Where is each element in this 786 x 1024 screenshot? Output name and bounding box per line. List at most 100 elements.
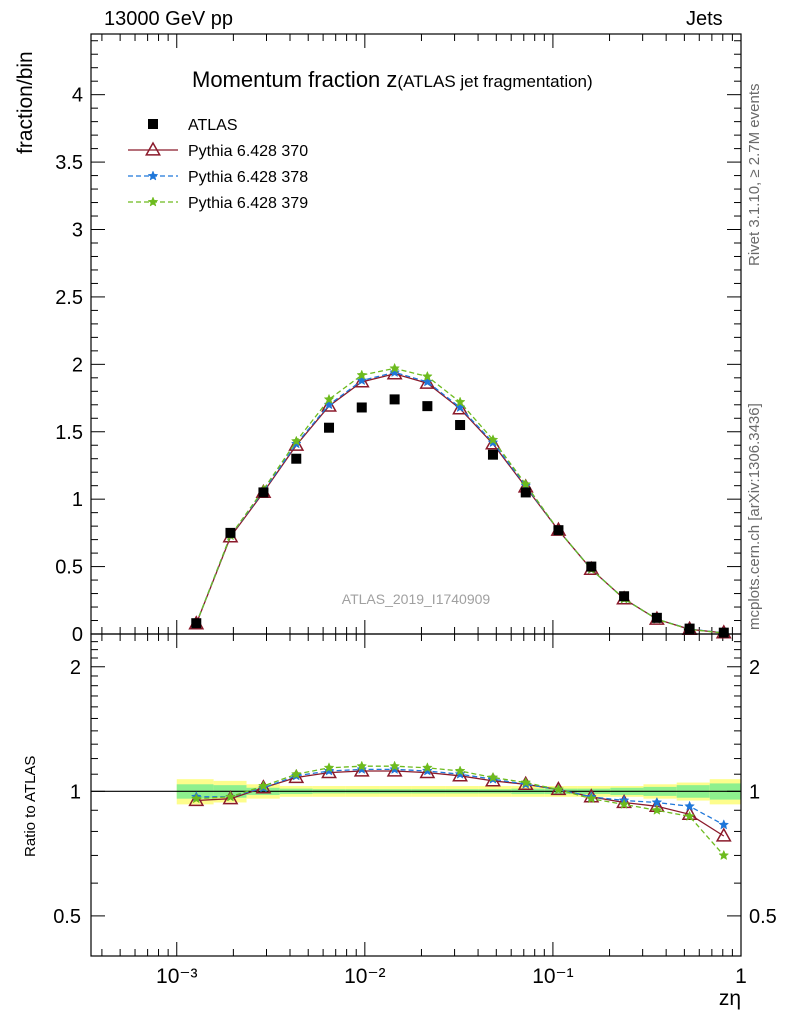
ratio-mc-point (681, 805, 698, 820)
legend-label: Pythia 6.428 370 (188, 143, 308, 160)
main-data-point (651, 612, 662, 623)
chart-title-sub: (ATLAS jet fragmentation) (397, 72, 592, 91)
main-y-tick-label: 4 (72, 85, 83, 107)
ratio-y-tick-label-left: 2 (70, 657, 81, 679)
ratio-mc-point (222, 790, 239, 805)
ratio-mc-point (718, 849, 730, 861)
main-y-tick-label: 2 (72, 354, 83, 376)
main-y-tick-label: 0 (72, 624, 83, 646)
ratio-mc-point (452, 767, 468, 782)
x-tick-label: 1 (735, 965, 747, 988)
ratio-mc-point (715, 827, 732, 842)
main-data-point (455, 420, 466, 431)
plot-frames (90, 33, 742, 957)
header-left-label: 13000 GeV pp (104, 8, 233, 30)
main-y-tick-label: 3 (72, 220, 83, 242)
ratio-mc-point (419, 764, 436, 779)
legend-marker (147, 196, 159, 207)
main-y-tick-label: 0.5 (55, 557, 83, 579)
ratio-mc-point (386, 762, 403, 777)
legend-marker (145, 141, 161, 156)
legend-label: Pythia 6.428 379 (188, 195, 308, 212)
x-axis-title: zη (719, 987, 741, 1010)
main-mc-point (321, 397, 337, 412)
main-data-point (258, 487, 269, 498)
legend-label: ATLAS (188, 117, 238, 134)
legend-marker (147, 170, 159, 181)
main-mc-point (356, 374, 368, 386)
main-y-tick-label: 3.5 (55, 152, 83, 174)
ratio-mc-point (454, 765, 466, 776)
main-y-tick-label: 1.5 (55, 422, 83, 444)
main-data-point (356, 402, 367, 413)
ratio-mc-point (389, 760, 401, 771)
legend-marker (148, 119, 158, 129)
main-y-tick-label: 1 (72, 489, 83, 511)
main-mc-point (452, 400, 468, 415)
main-mc-point (389, 362, 401, 373)
main-data-point (191, 618, 202, 629)
ratio-plot-frame (90, 633, 742, 957)
ratio-mc-point (651, 804, 663, 815)
chart-title-main: Momentum fraction z (192, 67, 397, 92)
ratio-mc-point (421, 765, 433, 776)
main-y-tick-label: 2.5 (55, 287, 83, 309)
ratio-mc-point (454, 768, 466, 779)
ratio-mc-point (190, 793, 202, 804)
main-mc-point (421, 370, 433, 382)
ratio-mc-point (321, 764, 337, 779)
ratio-mc-point (323, 765, 335, 776)
main-data-point (520, 487, 531, 498)
x-tick-label: 10⁻³ (156, 965, 197, 988)
ratio-mc-point (585, 793, 597, 804)
ratio-y-tick-label-right: 1 (749, 781, 760, 803)
main-data-point (389, 394, 400, 405)
ratio-mc-point (356, 760, 368, 771)
ratio-y-tick-label-left: 0.5 (53, 906, 81, 928)
main-mc-point (419, 374, 436, 389)
x-tick-label: 10⁻² (344, 965, 385, 988)
ratio-mc-point (258, 780, 269, 791)
main-data-point (718, 627, 729, 638)
main-data-point (586, 561, 597, 572)
main-mc-point (356, 369, 368, 380)
ratio-y-tick-label-right: 0.5 (749, 906, 777, 928)
main-data-point (225, 527, 236, 538)
ratio-mc-point (487, 771, 499, 783)
main-mc-point (288, 436, 305, 451)
ratio-mc-point (421, 762, 433, 773)
ratio-mc-point (225, 791, 236, 802)
main-data-point (422, 401, 433, 412)
main-data-point (324, 422, 335, 433)
title-layer: Momentum fraction z(ATLAS jet fragmentat… (192, 67, 593, 607)
ratio-mc-point (718, 819, 730, 830)
main-data-point (619, 591, 630, 602)
legend-label: Pythia 6.428 378 (188, 169, 308, 186)
main-mc-point (389, 366, 401, 378)
main-data-point (553, 525, 564, 536)
main-mc-point (323, 393, 335, 404)
ratio-mc-point (356, 763, 368, 774)
ratio-mc-point (389, 763, 401, 774)
main-mc-point (520, 478, 532, 489)
ratio-mc-point (684, 800, 696, 811)
legend: ATLAS Pythia 6.428 370 Pythia 6.428 378 Pyt… (128, 117, 308, 212)
ratio-mc-point (616, 793, 632, 809)
main-data-point (684, 623, 695, 634)
analysis-watermark: ATLAS_2019_I1740909 (342, 591, 491, 607)
ratio-mc-point (520, 776, 532, 788)
ratio-series-layer (188, 760, 732, 861)
main-data-point (291, 453, 302, 464)
chart-title: Momentum fraction z(ATLAS jet fragmentat… (192, 67, 593, 92)
ratio-mc-point (553, 783, 564, 795)
main-mc-point (353, 373, 370, 388)
x-tick-label: 10⁻¹ (532, 965, 573, 988)
main-data-point (487, 449, 498, 460)
ratio-mc-point (323, 762, 335, 773)
ratio-mc-point (290, 768, 302, 779)
main-mc-point (421, 376, 433, 387)
main-mc-point (485, 435, 501, 450)
ratio-y-tick-label-left: 1 (70, 781, 81, 803)
